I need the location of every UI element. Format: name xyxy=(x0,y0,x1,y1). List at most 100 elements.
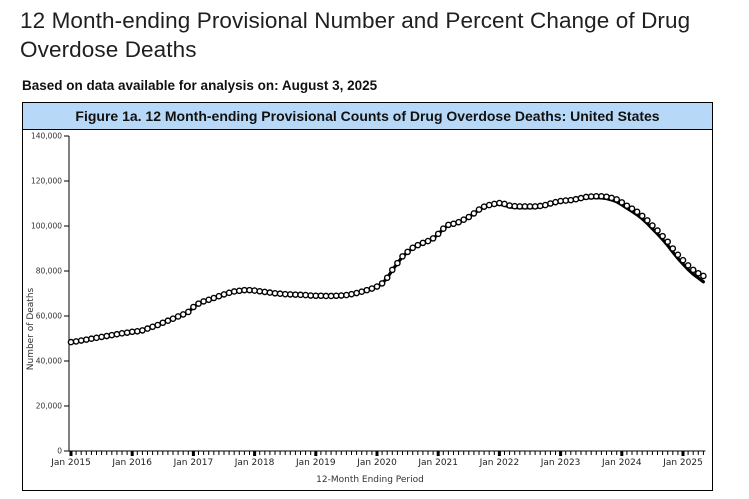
data-point xyxy=(93,334,100,342)
x-minor-tick xyxy=(386,451,388,455)
x-minor-tick xyxy=(141,451,143,455)
x-minor-tick xyxy=(575,451,577,455)
x-minor-tick xyxy=(396,451,398,455)
x-minor-tick xyxy=(626,451,628,455)
data-point xyxy=(496,199,503,207)
data-point xyxy=(429,235,437,242)
x-minor-tick xyxy=(407,451,409,455)
x-minor-tick xyxy=(147,451,148,455)
data-point xyxy=(276,290,284,298)
data-point xyxy=(485,201,493,209)
x-tick-label: Jan 2016 xyxy=(111,458,152,468)
data-point xyxy=(179,311,187,318)
page-title: 12 Month-ending Provisional Number and P… xyxy=(20,8,691,62)
y-tick-label: 60,000 xyxy=(36,312,62,321)
data-point xyxy=(439,225,447,232)
x-minor-tick xyxy=(672,451,674,455)
x-minor-tick xyxy=(702,451,704,455)
data-point xyxy=(531,203,539,210)
x-tick-label: Jan 2018 xyxy=(234,458,275,468)
x-minor-tick xyxy=(600,451,602,455)
data-point xyxy=(251,287,258,294)
x-minor-tick xyxy=(284,451,286,455)
data-point xyxy=(506,202,513,209)
y-tick-label: 40,000 xyxy=(36,357,62,366)
x-minor-tick xyxy=(172,451,174,455)
x-minor-tick xyxy=(320,451,322,455)
x-minor-tick xyxy=(203,451,205,455)
data-point xyxy=(373,283,381,290)
x-minor-tick xyxy=(228,451,230,455)
x-minor-tick xyxy=(218,451,220,455)
data-point xyxy=(669,245,677,252)
data-point xyxy=(128,328,136,336)
x-minor-tick xyxy=(381,451,383,455)
y-tick-label: 140,000 xyxy=(31,132,62,141)
data-point xyxy=(684,262,692,269)
data-point xyxy=(644,217,651,224)
x-minor-tick xyxy=(325,451,327,455)
data-point xyxy=(72,338,80,345)
data-point xyxy=(567,196,575,204)
x-minor-tick xyxy=(198,451,199,455)
x-axis-title: 12-Month Ending Period xyxy=(316,475,424,485)
data-point xyxy=(394,259,401,267)
data-availability-note: Based on data available for analysis on:… xyxy=(22,78,378,93)
x-minor-tick xyxy=(524,451,526,455)
x-minor-tick xyxy=(223,451,225,455)
x-minor-tick xyxy=(345,451,347,455)
data-point xyxy=(536,202,544,210)
x-minor-tick xyxy=(75,451,77,455)
x-minor-tick xyxy=(595,451,597,455)
data-point xyxy=(700,272,707,280)
x-minor-tick xyxy=(570,451,572,455)
x-minor-tick xyxy=(213,451,215,455)
x-minor-tick xyxy=(544,451,546,455)
x-minor-tick xyxy=(371,451,373,455)
y-axis-title: Number of Deaths xyxy=(26,287,36,370)
data-point xyxy=(77,337,85,344)
x-minor-tick xyxy=(187,451,189,455)
x-minor-tick xyxy=(208,451,210,455)
x-minor-tick xyxy=(509,451,511,455)
x-minor-tick xyxy=(657,451,658,455)
x-minor-tick xyxy=(519,451,521,455)
data-point xyxy=(557,197,564,205)
data-point xyxy=(603,193,610,201)
data-point xyxy=(343,291,350,299)
x-minor-tick xyxy=(483,451,485,455)
data-point xyxy=(123,329,131,336)
data-point xyxy=(674,251,682,259)
data-point xyxy=(154,321,161,329)
data-point xyxy=(118,330,126,337)
x-minor-tick xyxy=(468,451,470,455)
x-minor-tick xyxy=(442,451,444,455)
x-tick-label: Jan 2021 xyxy=(417,458,458,468)
x-minor-tick xyxy=(152,451,154,455)
x-minor-tick xyxy=(417,451,419,455)
data-point xyxy=(465,213,473,221)
x-major-tick xyxy=(191,451,195,456)
x-minor-tick xyxy=(590,451,592,455)
data-point xyxy=(261,288,269,296)
x-minor-tick xyxy=(310,451,312,455)
data-point xyxy=(577,194,585,202)
x-minor-tick xyxy=(539,451,541,455)
data-point xyxy=(353,289,360,297)
x-minor-tick xyxy=(529,451,531,455)
x-minor-tick xyxy=(167,451,169,455)
x-minor-tick xyxy=(121,451,123,455)
data-point xyxy=(547,200,554,207)
x-minor-tick xyxy=(90,451,92,455)
x-minor-tick xyxy=(85,451,87,455)
x-minor-tick xyxy=(274,451,276,455)
x-minor-tick xyxy=(432,451,434,455)
x-minor-tick xyxy=(233,451,235,455)
x-minor-tick xyxy=(157,451,159,455)
x-minor-tick xyxy=(412,451,414,455)
x-minor-tick xyxy=(269,451,271,455)
x-minor-tick xyxy=(447,451,449,455)
data-point xyxy=(225,289,233,297)
data-point xyxy=(271,289,279,297)
x-tick-label: Jan 2019 xyxy=(295,458,336,468)
